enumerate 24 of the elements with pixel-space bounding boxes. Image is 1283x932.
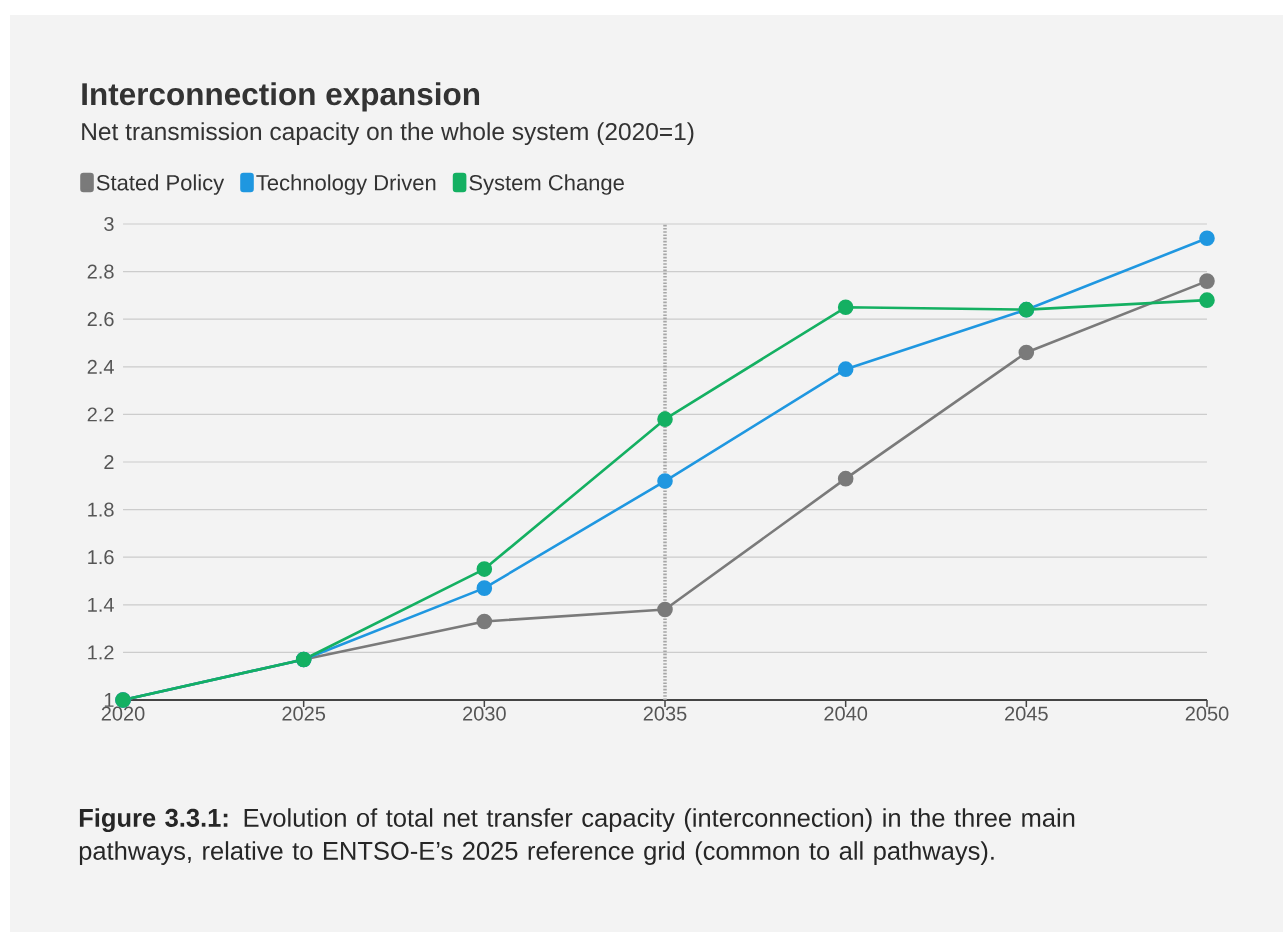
y-tick-label: 1.4	[88, 597, 114, 612]
x-tick-label: 2045	[1005, 706, 1048, 721]
text: Figure 3.3.1: Evolution of total net transfer capacity (interconnection) in the three main pathways, relative to ENTSO-E’s 2025 reference grid (common to all pathways).	[79, 808, 1075, 865]
y-tick-label: 2.6	[87, 312, 114, 327]
legend-label: Technology Driven	[256, 174, 436, 195]
chart-title: Interconnection expansion	[82, 82, 480, 112]
y-tick-label: 2.2	[87, 407, 114, 422]
y-tick-label: 2	[104, 455, 114, 469]
legend-label: Stated Policy	[96, 174, 225, 195]
y-tick-label: 1.8	[88, 502, 114, 517]
chart-subtitle: Net transmission capacity on the whole system (2020=1)	[82, 122, 694, 146]
y-tick-label: 1.6	[88, 550, 114, 565]
x-tick-label: 2035	[643, 706, 687, 721]
y-tick-label: 2.8	[87, 264, 114, 279]
x-tick-label: 2030	[463, 706, 506, 721]
y-tick-label: 1.2	[88, 645, 114, 660]
y-tick-label: 1	[104, 693, 114, 707]
y-tick-label: 2.4	[87, 359, 114, 374]
x-tick-label: 2050	[1185, 706, 1229, 721]
x-tick-label: 2020	[101, 706, 145, 721]
x-tick-label: 2040	[824, 706, 868, 721]
x-tick-label: 2025	[282, 706, 326, 721]
y-tick-label: 3	[104, 216, 114, 232]
legend-label: System Change	[469, 174, 624, 195]
